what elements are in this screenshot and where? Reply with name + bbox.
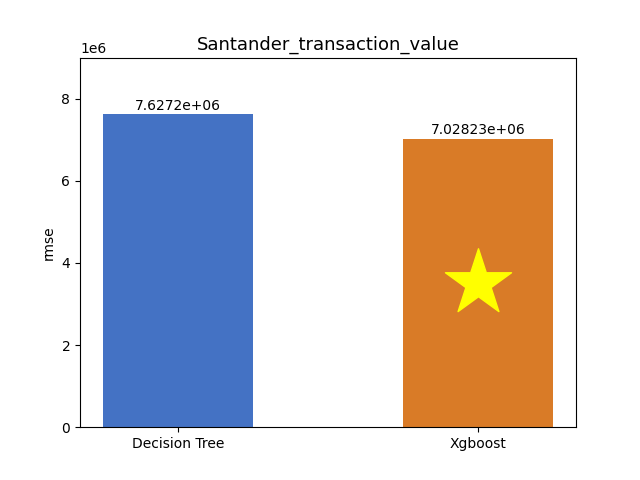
Text: 7.6272e+06: 7.6272e+06 <box>134 99 221 113</box>
Point <box>473 280 483 288</box>
Title: Santander_transaction_value: Santander_transaction_value <box>196 35 460 54</box>
Bar <box>102 114 253 427</box>
Y-axis label: rmse: rmse <box>42 225 56 260</box>
Bar <box>403 139 554 427</box>
Text: 7.02823e+06: 7.02823e+06 <box>431 123 525 137</box>
